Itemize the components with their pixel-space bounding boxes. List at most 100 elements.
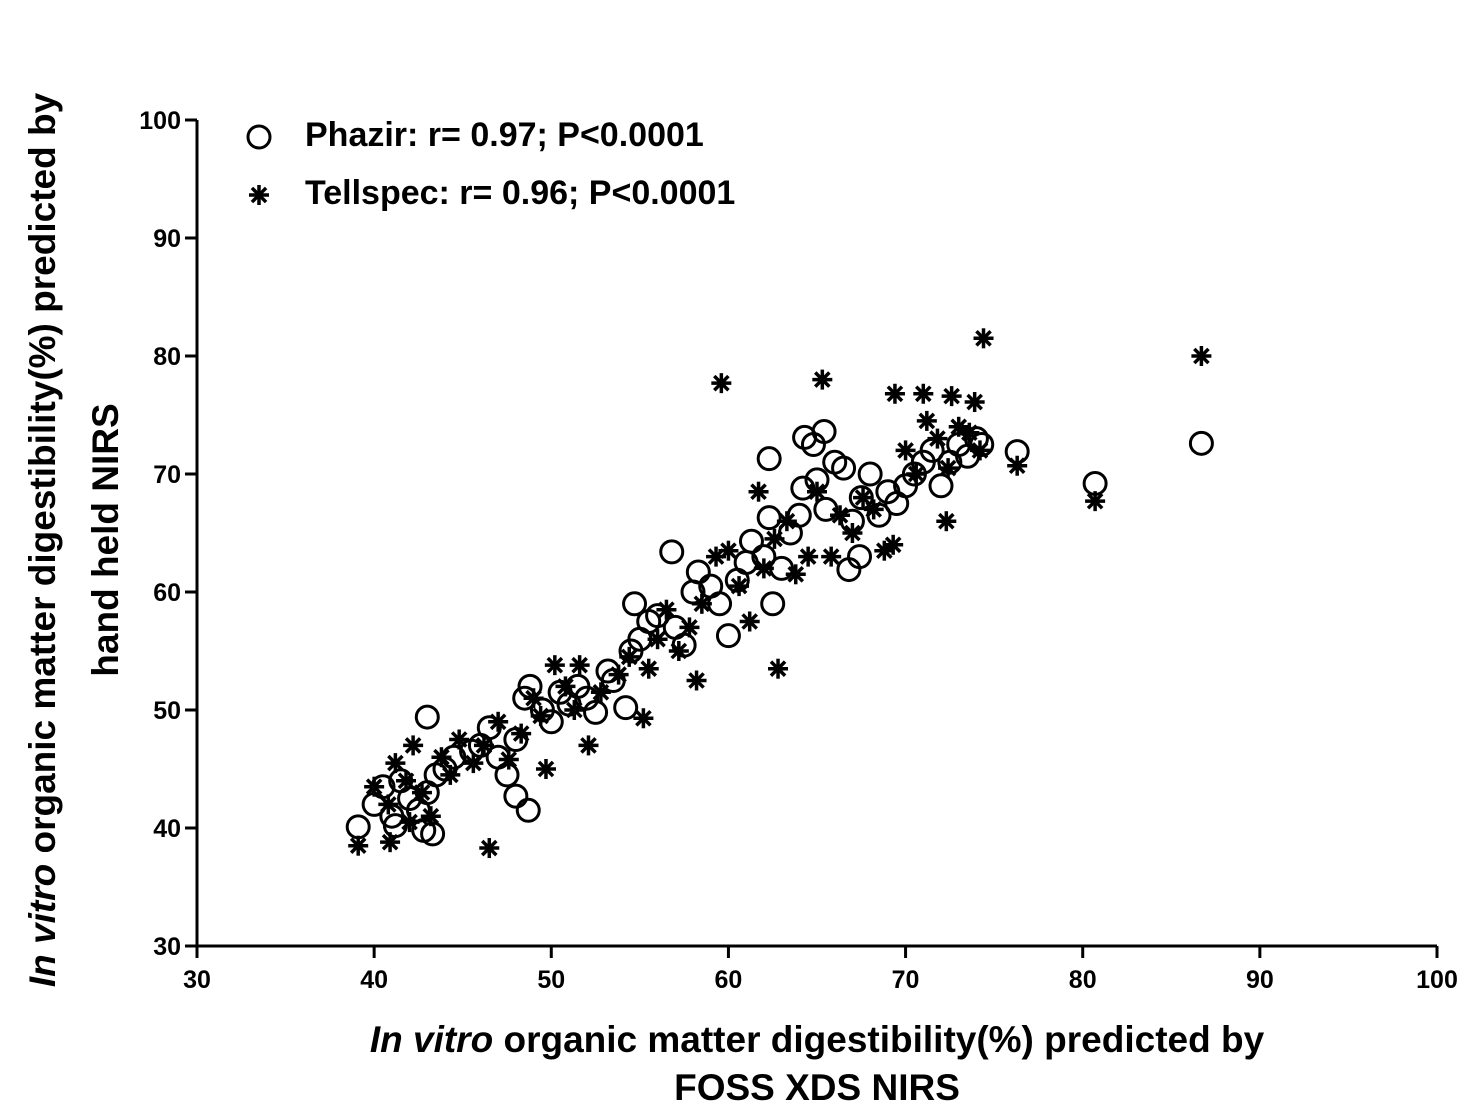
data-point xyxy=(633,708,654,729)
data-point xyxy=(916,410,937,431)
asterisk-stroke xyxy=(822,548,840,565)
x-axis-title-italic: In vitro xyxy=(370,1019,493,1060)
data-point xyxy=(364,776,385,797)
data-point xyxy=(842,523,863,543)
data-point xyxy=(440,764,461,785)
legend-marker xyxy=(249,185,269,205)
data-point xyxy=(348,835,369,856)
x-axis-title-line2: FOSS XDS NIRS xyxy=(674,1067,960,1108)
asterisk-stroke xyxy=(950,418,968,436)
legend-label: Phazir: r= 0.97; P<0.0001 xyxy=(305,116,704,154)
asterisk-stroke xyxy=(512,725,530,742)
data-point xyxy=(645,603,671,629)
asterisk-stroke xyxy=(938,512,955,530)
data-point xyxy=(831,455,857,481)
data-point xyxy=(564,700,585,720)
y-axis-title-italic: In vitro xyxy=(22,864,63,987)
y-tick-label: 70 xyxy=(153,461,181,489)
asterisk-stroke xyxy=(787,565,805,583)
data-point xyxy=(511,723,532,744)
asterisk-stroke xyxy=(250,186,268,204)
data-point xyxy=(938,458,959,479)
data-point xyxy=(608,664,629,685)
data-point xyxy=(668,641,689,661)
data-point xyxy=(847,544,873,570)
asterisk-stroke xyxy=(635,709,652,727)
asterisk-stroke xyxy=(720,542,737,560)
asterisk-stroke xyxy=(349,837,367,855)
y-tick-label: 80 xyxy=(153,343,181,371)
data-point xyxy=(530,705,551,726)
asterisk-stroke xyxy=(741,613,758,630)
data-point xyxy=(1188,430,1214,456)
data-point xyxy=(973,328,994,349)
data-point xyxy=(583,699,609,725)
data-point xyxy=(613,695,639,721)
data-point xyxy=(498,749,519,770)
asterisk-stroke xyxy=(532,707,549,725)
data-point xyxy=(1085,491,1106,512)
data-point xyxy=(396,770,417,791)
data-point xyxy=(913,383,934,404)
asterisk-stroke xyxy=(500,751,518,768)
asterisk-stroke xyxy=(961,424,978,442)
data-point xyxy=(578,735,599,756)
data-point xyxy=(884,383,905,404)
data-point xyxy=(718,540,739,561)
asterisk-stroke xyxy=(844,524,861,542)
x-tick-label: 40 xyxy=(360,966,388,994)
data-point xyxy=(515,797,541,823)
data-point xyxy=(883,534,904,555)
asterisk-stroke xyxy=(929,430,946,447)
data-point xyxy=(686,670,707,691)
data-point xyxy=(776,511,797,532)
asterisk-stroke xyxy=(365,778,383,796)
data-point xyxy=(473,735,494,756)
data-point xyxy=(756,446,782,472)
data-point xyxy=(479,838,500,859)
asterisk-stroke xyxy=(865,501,882,518)
data-point xyxy=(420,821,446,847)
x-axis-title-rest: organic matter digestibility(%) predicte… xyxy=(503,1019,1264,1060)
data-point xyxy=(785,564,806,585)
data-point xyxy=(707,591,733,617)
data-point xyxy=(964,392,985,413)
data-point xyxy=(959,422,980,443)
data-point xyxy=(622,591,648,617)
asterisk-stroke xyxy=(450,731,468,748)
data-point xyxy=(345,814,371,840)
asterisk-stroke xyxy=(971,442,989,459)
data-point xyxy=(378,794,399,815)
asterisk-stroke xyxy=(442,766,459,784)
y-tick-label: 50 xyxy=(153,697,181,725)
data-point xyxy=(488,711,509,732)
asterisk-stroke xyxy=(640,660,658,678)
asterisk-stroke xyxy=(433,748,450,766)
data-point xyxy=(753,558,774,579)
data-point xyxy=(812,369,833,390)
asterisk-stroke xyxy=(769,660,787,678)
asterisk-stroke xyxy=(580,737,597,754)
data-point xyxy=(403,735,424,756)
asterisk-stroke xyxy=(1008,457,1026,475)
data-point xyxy=(638,658,659,679)
y-tick-label: 100 xyxy=(139,107,181,135)
asterisk-stroke xyxy=(546,656,564,674)
data-point xyxy=(647,629,668,650)
data-point xyxy=(431,747,452,768)
data-point xyxy=(969,440,990,461)
asterisk-stroke xyxy=(897,442,914,459)
asterisk-stroke xyxy=(620,648,638,666)
data-point xyxy=(729,576,750,597)
asterisk-stroke xyxy=(854,489,872,506)
asterisk-stroke xyxy=(422,807,440,825)
data-point xyxy=(679,617,700,638)
data-point xyxy=(414,704,440,730)
asterisk-stroke xyxy=(537,760,555,778)
data-point xyxy=(711,373,732,394)
x-axis-title: In vitro organic matter digestibility(%)… xyxy=(370,1019,1265,1060)
asterisk-stroke xyxy=(814,371,831,388)
data-point xyxy=(895,440,916,461)
asterisk-stroke xyxy=(658,601,675,619)
